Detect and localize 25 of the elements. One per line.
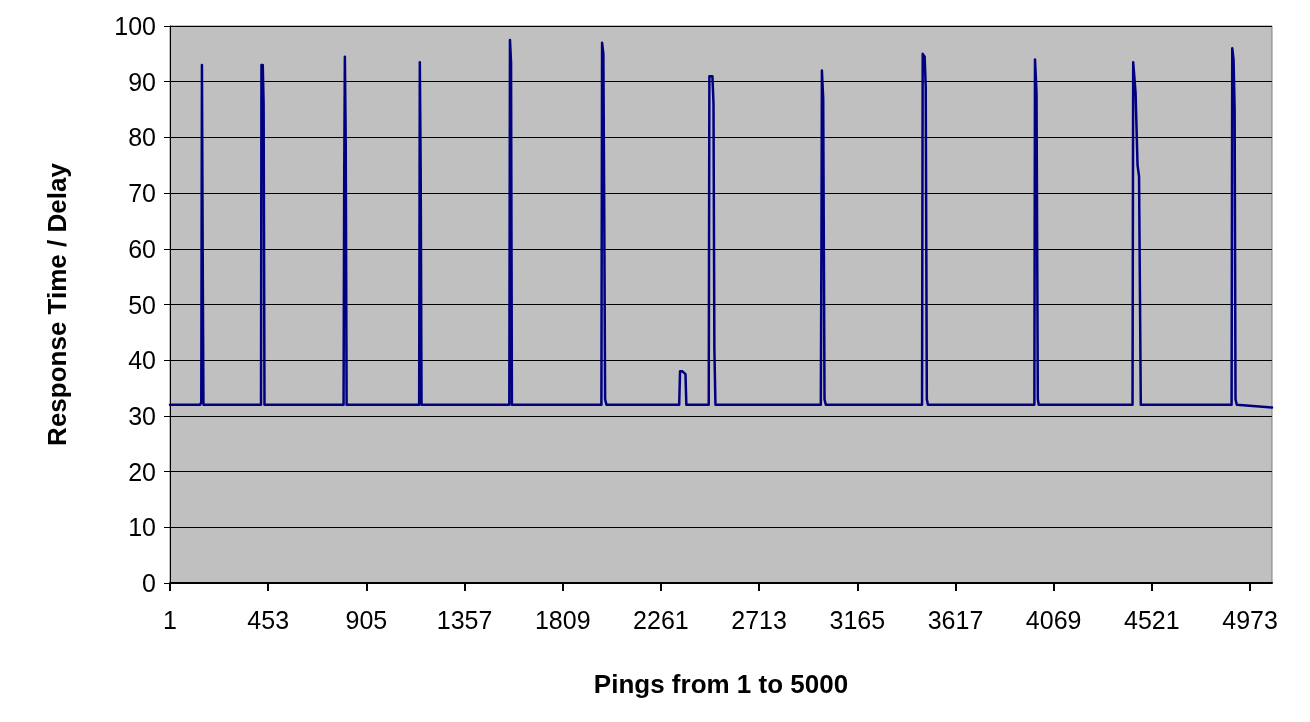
x-tick-label: 3165 [829, 605, 886, 634]
y-tick-label: 90 [128, 67, 156, 96]
x-tick-label: 453 [247, 605, 290, 634]
x-tick-label: 3617 [927, 605, 984, 634]
x-tick-label: 1357 [436, 605, 493, 634]
y-tick-label: 40 [128, 346, 156, 375]
y-tick-label: 70 [128, 179, 156, 208]
x-tick-label: 4069 [1025, 605, 1082, 634]
y-tick-label: 0 [142, 569, 156, 597]
x-tick-label: 1 [163, 605, 177, 634]
y-tick-label: 10 [128, 513, 156, 542]
x-axis-title: Pings from 1 to 5000 [593, 669, 849, 699]
y-tick-label: 100 [114, 12, 156, 40]
y-tick-label: 30 [128, 401, 156, 430]
x-tick-label: 1809 [534, 605, 591, 634]
y-tick-label: 50 [128, 290, 156, 319]
y-tick-label: 60 [128, 234, 156, 263]
x-tick-label: 905 [345, 605, 388, 634]
y-tick-label: 80 [128, 123, 156, 152]
y-axis-title: Response Time / Delay [42, 162, 72, 446]
x-tick-label: 4521 [1124, 605, 1180, 634]
x-tick-label: 4973 [1222, 605, 1278, 634]
y-tick-label: 20 [128, 457, 156, 486]
x-tick-label: 2713 [731, 605, 787, 634]
x-tick-label: 2261 [633, 605, 689, 634]
